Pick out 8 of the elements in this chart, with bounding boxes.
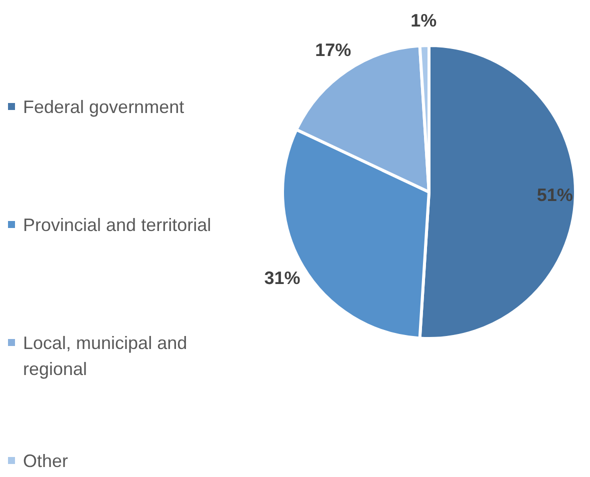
data-label: 51% <box>536 184 573 205</box>
legend-label: Provincial and territorial <box>23 214 212 237</box>
legend-label: Local, municipal and regional <box>23 332 188 381</box>
data-label: 1% <box>410 10 437 31</box>
legend-label: Federal government <box>23 96 184 119</box>
data-label: 17% <box>315 40 352 60</box>
legend-label: Other <box>23 450 68 473</box>
data-label: 31% <box>264 268 300 288</box>
